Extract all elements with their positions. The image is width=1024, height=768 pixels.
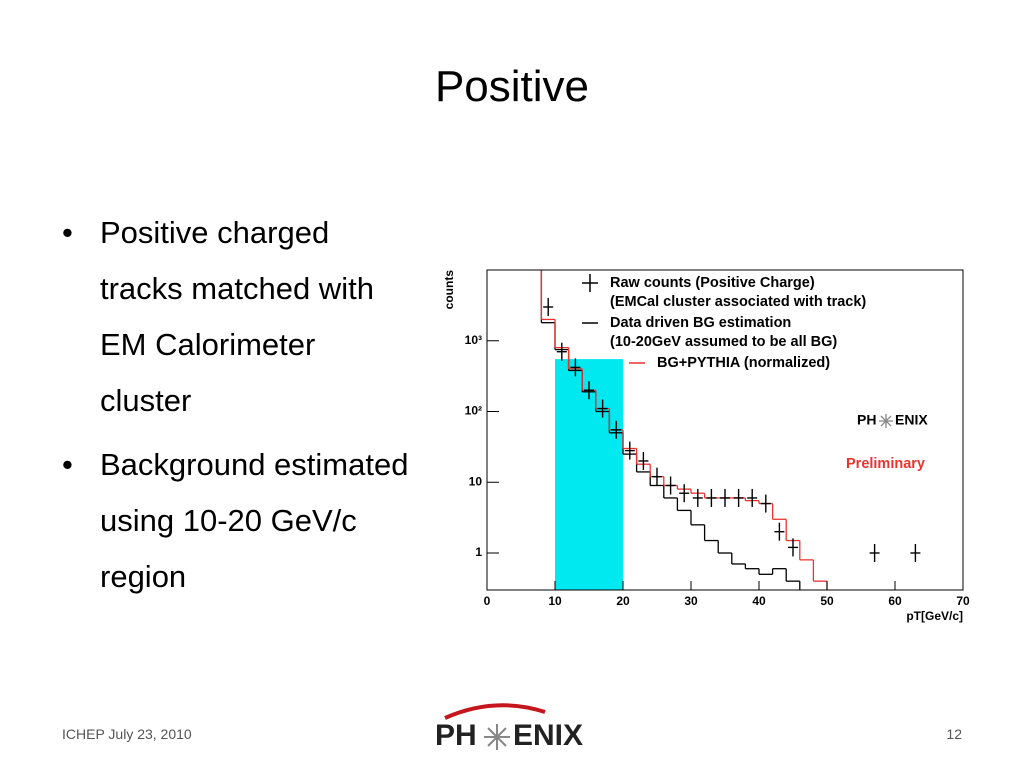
x-tick-label: 60 bbox=[888, 594, 902, 608]
bullet: Background estimated using 10-20 GeV/c r… bbox=[62, 437, 412, 605]
logo-arc bbox=[444, 703, 546, 720]
page-number: 12 bbox=[946, 726, 962, 742]
data-point bbox=[597, 399, 608, 418]
data-point bbox=[788, 538, 798, 557]
data-point bbox=[624, 441, 635, 460]
data-point bbox=[556, 342, 567, 361]
y-tick-label: 10³ bbox=[465, 333, 482, 347]
logo-star bbox=[484, 724, 510, 750]
axes: 0 10 20 30 40 50 60 70 1 10 10² 10³ pT[GeV/c] counts R… bbox=[442, 269, 970, 623]
data-point bbox=[584, 381, 594, 400]
data-point bbox=[652, 467, 662, 486]
data-point bbox=[774, 522, 785, 541]
bullet: Positive charged tracks matched with EM … bbox=[62, 205, 412, 429]
logo-star bbox=[880, 415, 892, 427]
y-tick-label: 10 bbox=[469, 474, 483, 488]
y-tick-label: 1 bbox=[475, 545, 482, 559]
x-axis-label: pT[GeV/c] bbox=[906, 609, 963, 623]
data-point bbox=[910, 544, 921, 563]
data-point bbox=[760, 494, 771, 513]
legend-note: (10-20GeV assumed to be all BG) bbox=[610, 334, 837, 350]
data-point bbox=[706, 488, 717, 507]
bullet-list: Positive charged tracks matched with EM … bbox=[62, 205, 412, 613]
y-axis-label: counts bbox=[442, 270, 456, 310]
y-tick-label: 10² bbox=[465, 404, 482, 418]
slide-title: Positive bbox=[434, 62, 590, 111]
logo-text: PH bbox=[435, 719, 477, 752]
data-point bbox=[543, 297, 554, 316]
x-tick-label: 0 bbox=[484, 594, 491, 608]
data-point bbox=[611, 420, 622, 439]
data-point bbox=[869, 544, 880, 563]
data-point bbox=[747, 488, 758, 507]
preliminary-label: Preliminary bbox=[846, 456, 925, 472]
data-point bbox=[679, 484, 690, 503]
x-tick-label: 20 bbox=[616, 594, 630, 608]
x-tick-label: 30 bbox=[684, 594, 698, 608]
legend-label: Raw counts (Positive Charge) bbox=[610, 275, 815, 291]
x-tick-label: 50 bbox=[820, 594, 834, 608]
legend-note: (EMCal cluster associated with track) bbox=[610, 294, 866, 310]
logo-text: PH bbox=[857, 412, 876, 428]
data-point bbox=[570, 358, 581, 377]
x-tick-label: 10 bbox=[548, 594, 562, 608]
footer-logo: PH ENIX bbox=[435, 703, 583, 752]
logo-text: ENIX bbox=[513, 719, 583, 752]
legend-label: Data driven BG estimation bbox=[610, 315, 791, 331]
x-tick-label: 70 bbox=[956, 594, 970, 608]
data-point bbox=[665, 476, 676, 495]
x-tick-label: 40 bbox=[752, 594, 766, 608]
legend-label: BG+PYTHIA (normalized) bbox=[657, 355, 830, 371]
plot-area bbox=[540, 270, 921, 590]
data-point bbox=[692, 488, 703, 507]
footer-text: ICHEP July 23, 2010 bbox=[62, 726, 192, 742]
chart: 0 10 20 30 40 50 60 70 1 10 10² 10³ pT[GeV/c] counts R… bbox=[442, 269, 970, 623]
data-point bbox=[720, 488, 730, 507]
logo-text: ENIX bbox=[895, 412, 928, 428]
data-point bbox=[638, 451, 649, 470]
data-point bbox=[733, 488, 744, 507]
plot-frame bbox=[486, 269, 964, 591]
